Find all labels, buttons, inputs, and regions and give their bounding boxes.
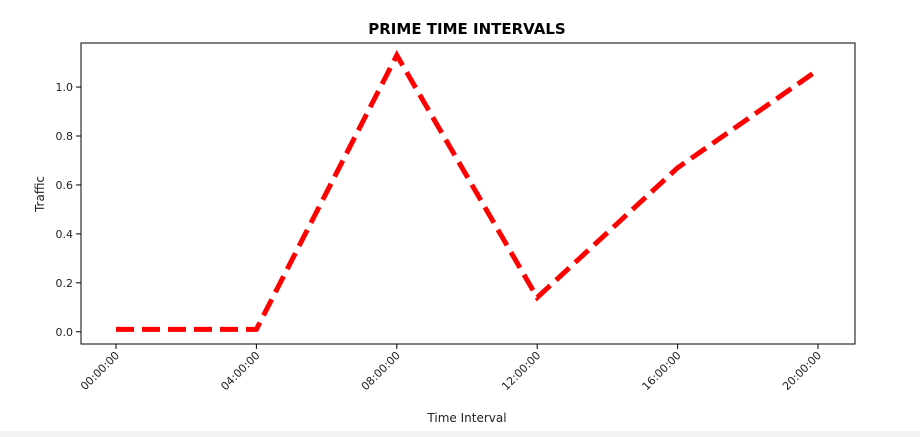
y-axis: 0.0 0.2 0.4 0.6 0.8 1.0 [56,81,81,339]
x-tick-label: 16:00:00 [640,349,684,393]
y-tick-label: 0.6 [56,179,74,192]
series-line-0 [116,50,820,332]
chart-title: PRIME TIME INTERVALS [368,20,565,38]
x-tick-label: 08:00:00 [359,349,403,393]
x-tick-label: 00:00:00 [78,349,122,393]
y-tick-label: 0.8 [56,130,74,143]
bottom-strip [0,431,920,437]
y-tick-label: 0.0 [56,326,74,339]
x-tick-label: 04:00:00 [218,349,262,393]
y-tick-label: 0.2 [56,277,74,290]
x-axis-label: Time Interval [426,411,506,425]
x-axis: 00:00:00 04:00:00 08:00:00 12:00:00 16:00:00… [78,344,824,393]
x-tick-label: 20:00:00 [780,349,824,393]
plot-area [80,42,856,345]
y-tick-label: 1.0 [56,81,74,94]
y-axis-label: Traffic [33,176,47,213]
x-tick-label: 12:00:00 [499,349,543,393]
series-layer [116,50,820,332]
y-tick-label: 0.4 [56,228,74,241]
